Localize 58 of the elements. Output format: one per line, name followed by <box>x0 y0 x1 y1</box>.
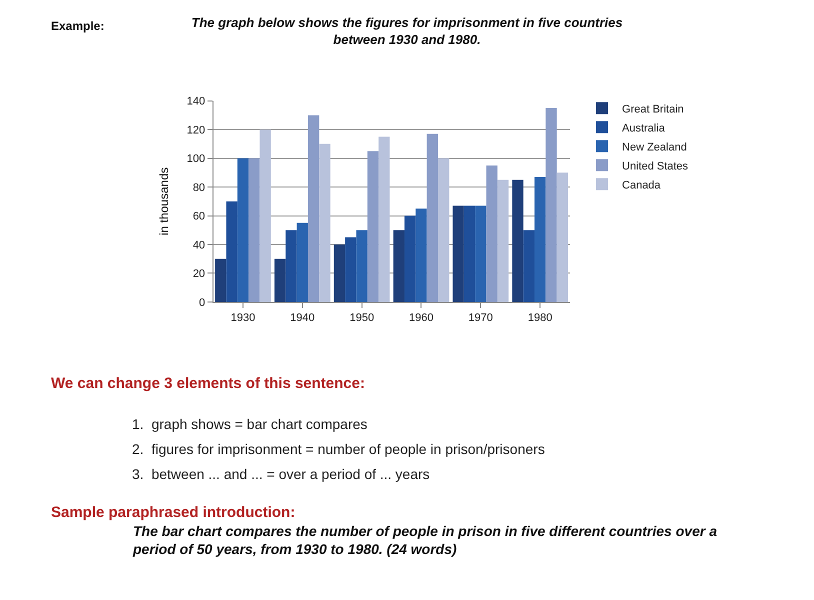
chart-title: The graph below shows the figures for imprisonment in five countries between 1930 and 1980. <box>191 15 623 47</box>
bar <box>404 216 416 302</box>
legend-label: United States <box>622 160 689 172</box>
y-axis-title: in thousands <box>157 167 172 236</box>
text: We can change 3 elements of this sentence: <box>51 375 365 392</box>
x-tick-label: 1970 <box>468 312 493 324</box>
bar <box>260 130 271 302</box>
legend-label: Australia <box>622 122 666 134</box>
text: The bar chart compares the number of people in prison in five different countries over a period of 50 years, from 1930 to 1980. (24 words) <box>132 523 718 558</box>
bar <box>475 206 486 302</box>
text: 3. between ... and ... = over a period of ... years <box>132 466 430 482</box>
text: Example: <box>51 19 104 33</box>
legend-label: Canada <box>622 179 662 192</box>
bar <box>319 144 330 302</box>
text: 1. graph shows = bar chart compares <box>132 416 368 432</box>
x-tick-label: 1980 <box>528 312 552 324</box>
y-tick-label: 100 <box>186 153 206 166</box>
bar <box>546 108 557 302</box>
bar <box>308 115 320 302</box>
y-tick-label: 120 <box>186 124 206 136</box>
bar <box>523 230 535 302</box>
x-tick-label: 1950 <box>350 312 374 324</box>
bar <box>274 258 286 302</box>
bar <box>416 208 427 302</box>
y-tick-label: 40 <box>192 239 206 252</box>
text: 2. figures for imprisonment = number of people in prison/prisoners <box>132 441 545 457</box>
bar <box>438 158 450 302</box>
y-tick-label: 0 <box>198 296 206 309</box>
bar <box>296 222 308 302</box>
bar <box>426 134 438 302</box>
x-tick-label: 1940 <box>290 312 315 324</box>
bar <box>356 230 368 302</box>
bar <box>512 180 524 302</box>
bar <box>486 165 498 302</box>
y-tick-label: 60 <box>192 210 206 223</box>
bar <box>334 244 346 302</box>
bar <box>393 230 404 302</box>
bar <box>248 158 260 302</box>
bar <box>534 176 546 302</box>
bar <box>286 230 297 302</box>
bar <box>452 206 464 302</box>
legend-label: Great Britain <box>622 103 684 116</box>
y-tick-label: 80 <box>192 182 206 194</box>
bar <box>378 136 390 302</box>
bar <box>215 258 226 302</box>
bar <box>367 151 379 302</box>
legend-label: New Zealand <box>622 141 687 154</box>
bar <box>497 180 509 302</box>
text: Sample paraphrased introduction: <box>51 504 296 521</box>
bar <box>237 158 249 302</box>
y-tick-label: 20 <box>192 268 206 280</box>
bar <box>345 237 356 302</box>
x-tick-label: 1930 <box>230 312 256 324</box>
bar <box>226 201 238 302</box>
x-tick-label: 1960 <box>409 312 434 324</box>
y-tick-label: 140 <box>186 96 206 108</box>
bar <box>464 206 476 302</box>
bar <box>556 172 568 302</box>
